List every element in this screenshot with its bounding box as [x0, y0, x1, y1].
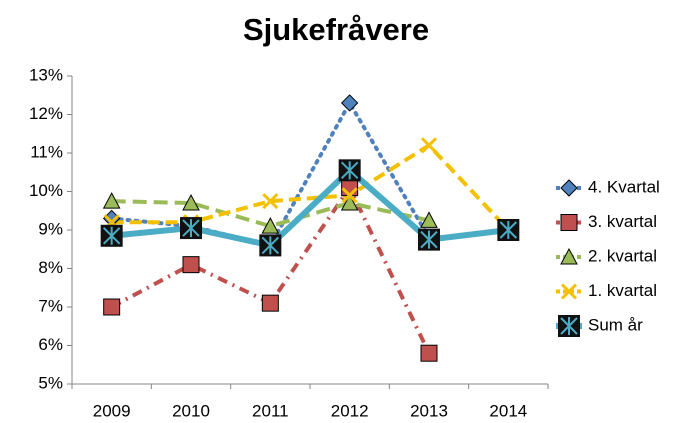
marker [100, 224, 123, 247]
marker [558, 315, 580, 337]
marker [182, 256, 200, 274]
y-tick-label: 5% [38, 373, 63, 392]
x-tick-label: 2013 [410, 401, 448, 420]
marker [262, 193, 279, 210]
y-tick-label: 9% [38, 219, 63, 238]
marker [102, 192, 121, 209]
marker [259, 234, 282, 257]
x-tick-label: 2009 [93, 401, 131, 420]
marker [341, 187, 358, 204]
marker [560, 214, 578, 231]
marker-star [340, 161, 359, 180]
series-line [111, 166, 509, 249]
x-tick-label: 2012 [331, 401, 369, 420]
series-line [111, 199, 430, 229]
series-line [110, 183, 431, 355]
marker [182, 193, 200, 211]
marker [338, 159, 361, 182]
legend-label: 4. Kvartal [588, 177, 660, 196]
x-tick-label: 2011 [252, 401, 289, 420]
marker [103, 298, 121, 316]
marker-star [261, 236, 280, 255]
chart-title: Sjukefråvere [243, 12, 429, 47]
y-tick-label: 10% [29, 181, 63, 200]
marker [261, 217, 280, 234]
marker [420, 344, 438, 362]
marker [497, 219, 520, 241]
marker [340, 193, 359, 211]
y-tick-label: 11% [30, 142, 63, 161]
marker-star [499, 221, 518, 239]
marker-star [420, 230, 438, 249]
marker-star [102, 226, 121, 245]
marker [180, 217, 202, 240]
legend-label: Sum år [588, 315, 643, 334]
marker [261, 294, 279, 312]
marker [418, 228, 440, 251]
marker [420, 137, 438, 154]
legend-label: 3. kvartal [588, 212, 657, 231]
legend-label: 1. kvartal [588, 281, 657, 300]
marker [340, 94, 359, 112]
marker [560, 179, 578, 197]
y-tick-label: 6% [38, 335, 63, 354]
y-tick-label: 13% [29, 65, 63, 84]
marker [560, 283, 578, 300]
x-tick-label: 2010 [172, 401, 210, 420]
y-tick-label: 7% [38, 296, 63, 315]
marker [420, 211, 438, 228]
y-tick-label: 8% [38, 258, 63, 277]
x-tick-label: 2014 [489, 401, 527, 420]
marker-star [560, 317, 578, 335]
legend-label: 2. kvartal [588, 246, 657, 265]
y-tick-label: 12% [29, 104, 63, 123]
marker [560, 247, 578, 265]
series-line [111, 142, 510, 232]
marker-star [182, 219, 200, 238]
